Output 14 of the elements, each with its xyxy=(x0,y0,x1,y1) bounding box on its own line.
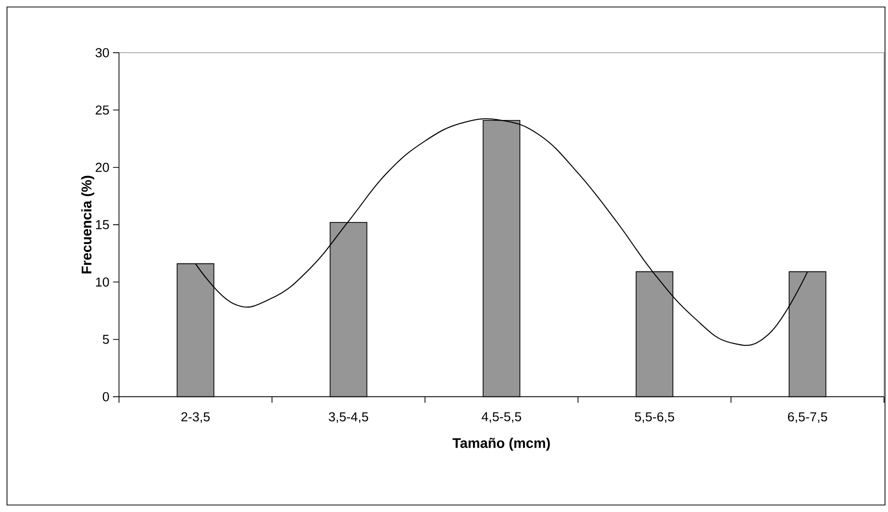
y-tick-label: 15 xyxy=(96,220,109,230)
y-tick-label: 30 xyxy=(96,48,109,58)
x-tick-label: 3,5-4,5 xyxy=(328,412,368,423)
y-axis-title: Frecuencia (%) xyxy=(81,176,94,274)
y-tick-label: 10 xyxy=(96,277,109,287)
y-tick-label: 20 xyxy=(96,162,109,172)
x-tick-label: 2-3,5 xyxy=(181,412,210,423)
y-tick-label: 25 xyxy=(96,105,109,115)
x-tick-label: 5,5-6,5 xyxy=(634,412,674,423)
y-tick-label: 0 xyxy=(102,392,109,402)
x-tick-label: 6,5-7,5 xyxy=(788,412,828,423)
y-tick-label: 5 xyxy=(102,334,109,344)
x-tick-label: 4,5-5,5 xyxy=(482,412,522,423)
x-axis-title: Tamaño (mcm) xyxy=(452,438,550,451)
